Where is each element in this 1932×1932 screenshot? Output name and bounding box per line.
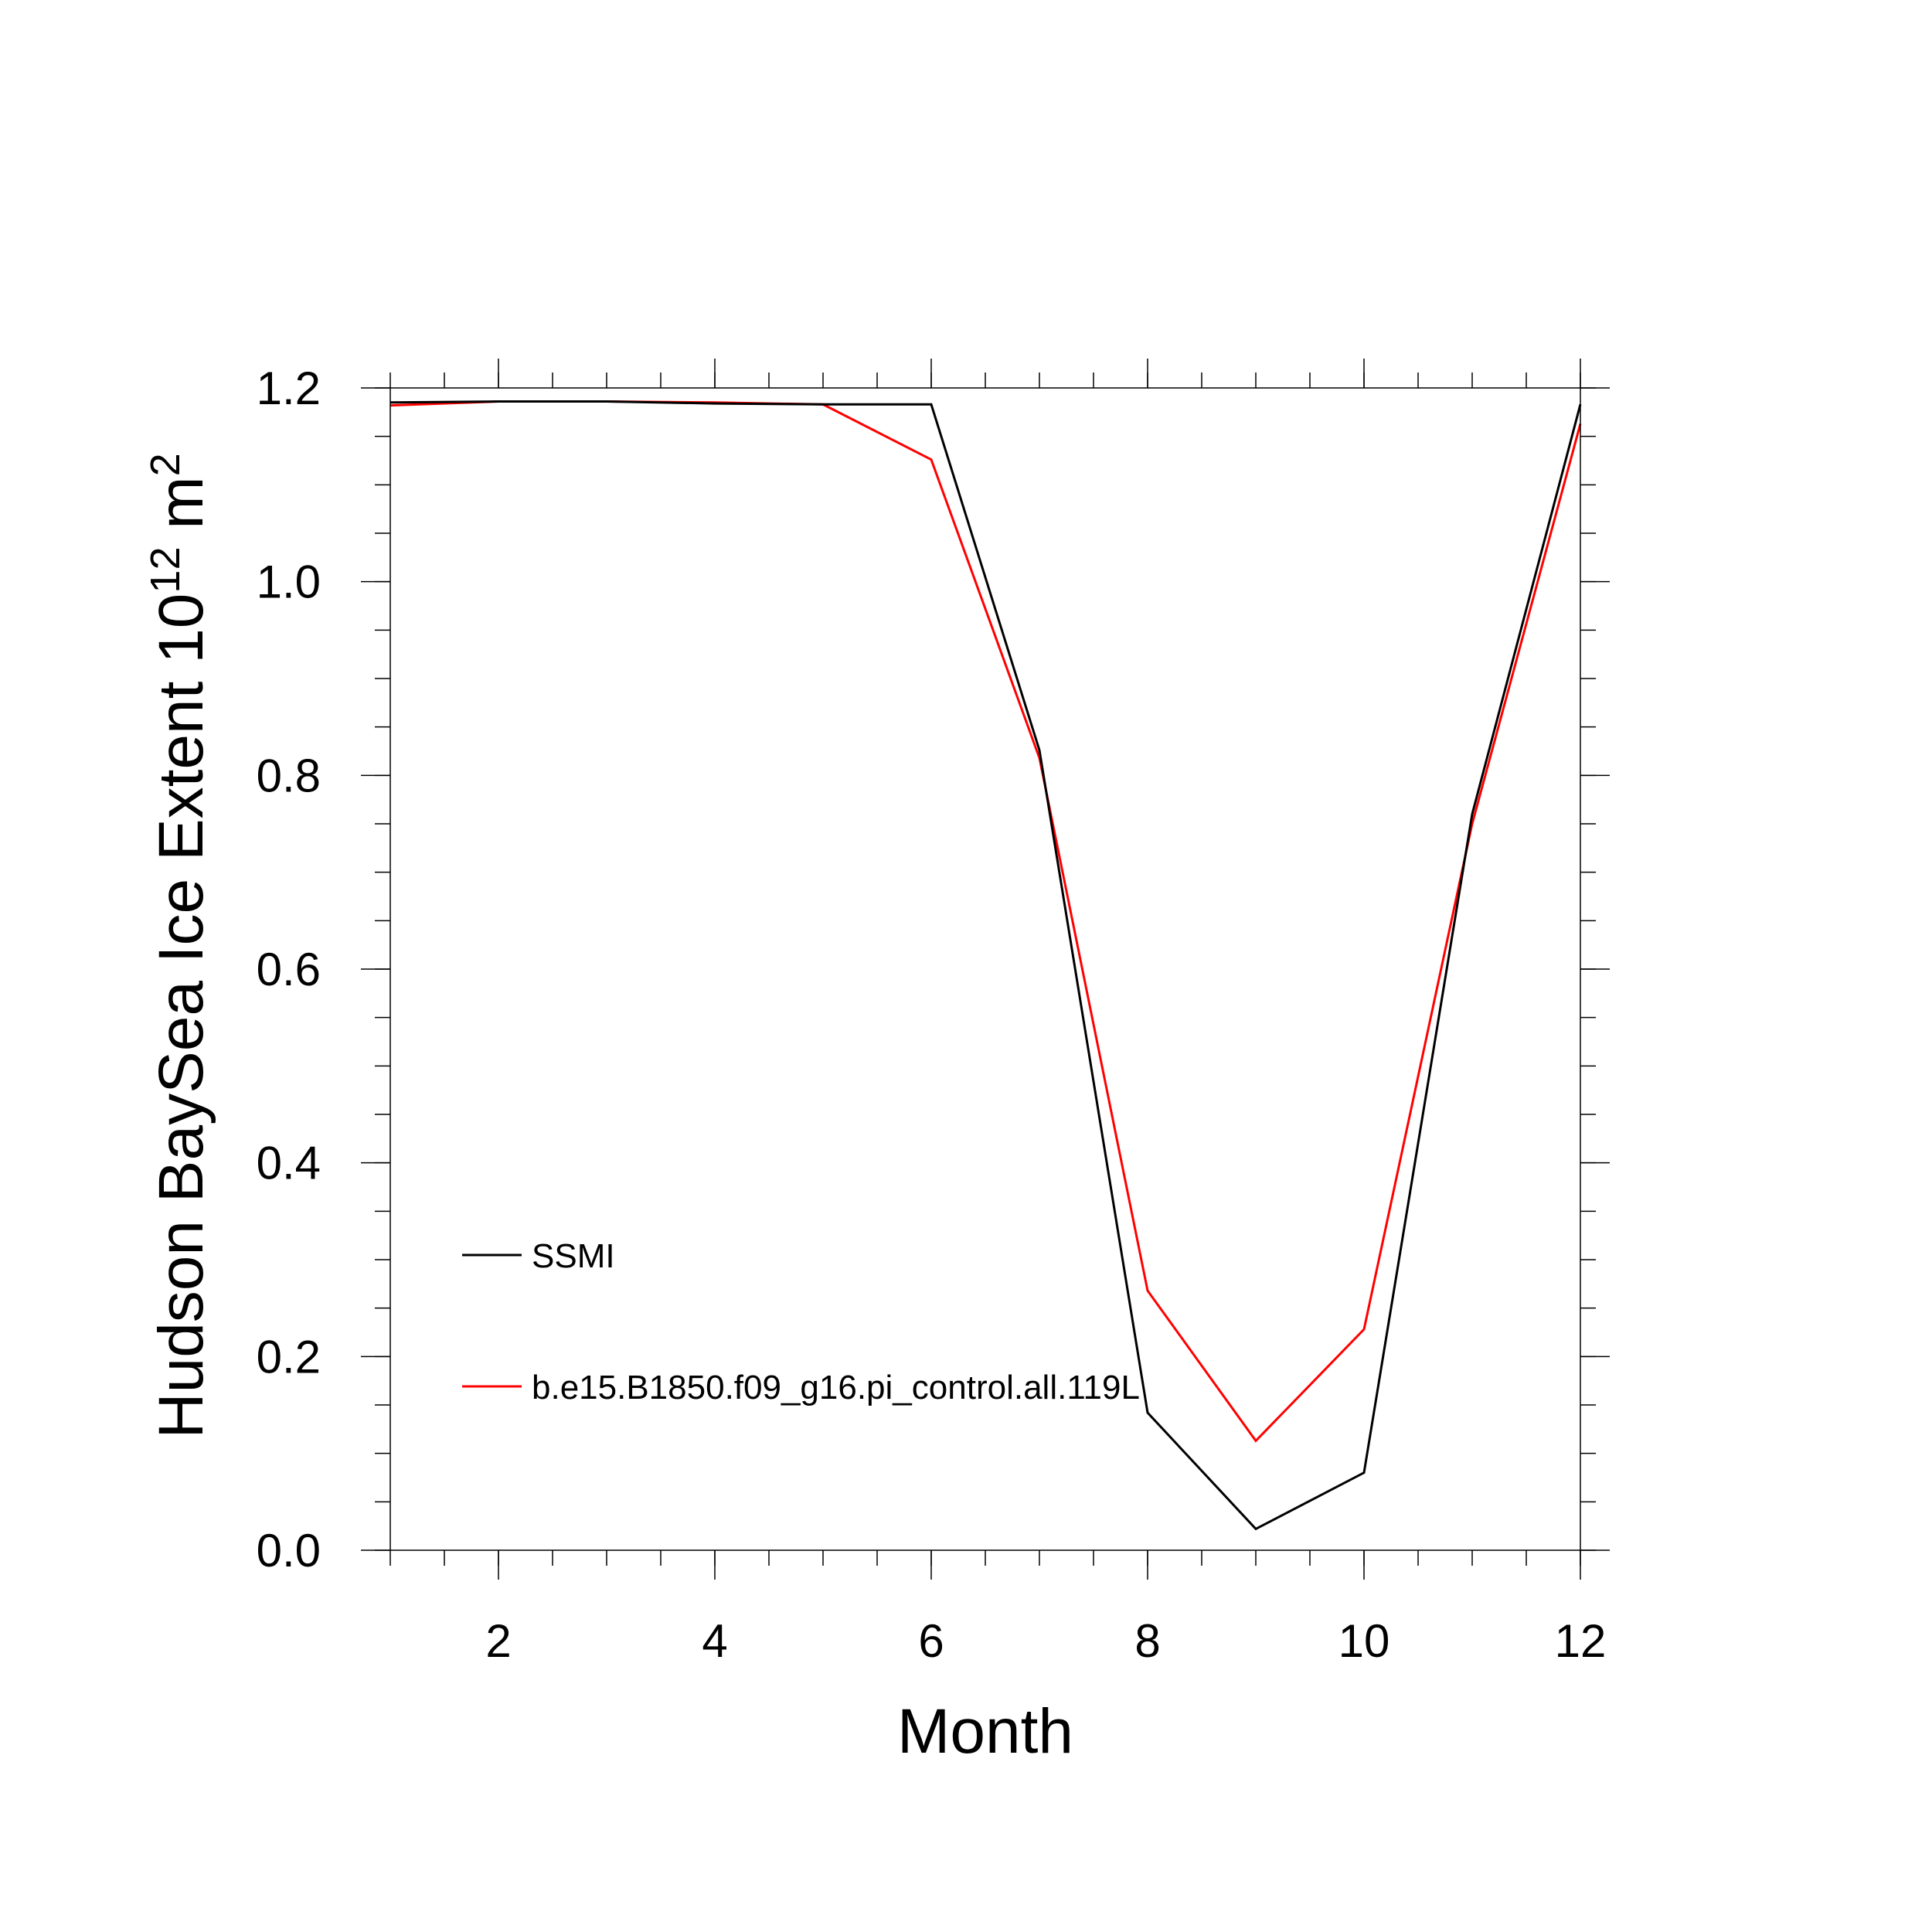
plot-frame	[389, 387, 1581, 1551]
x-tick-label: 4	[702, 1615, 727, 1667]
y-axis-title-exponent: 12	[142, 547, 189, 594]
x-tick-label: 8	[1134, 1615, 1160, 1667]
y-tick-label: 0.8	[257, 750, 321, 801]
y-axis-title: Hudson BaySea Ice Extent 1012 m2	[142, 453, 216, 1438]
axis-ticks	[361, 359, 1610, 1580]
y-tick-label: 0.2	[257, 1331, 321, 1383]
x-tick-label: 6	[918, 1615, 944, 1667]
x-tick-label: 10	[1338, 1615, 1390, 1667]
legend: SSMI b.e15.B1850.f09_g16.pi_control.all.…	[462, 1237, 1140, 1406]
legend-label-ssmi: SSMI	[532, 1237, 615, 1275]
series-line	[389, 400, 1582, 1531]
legend-label-model: b.e15.B1850.f09_g16.pi_control.all.119L	[532, 1369, 1140, 1406]
y-tick-label: 0.6	[257, 944, 321, 995]
y-tick-label: 0.4	[257, 1138, 321, 1189]
series-lines	[389, 400, 1582, 1531]
y-tick-label: 1.0	[257, 556, 321, 608]
y-tick-label: 1.2	[257, 362, 321, 414]
x-tick-label: 2	[485, 1615, 511, 1667]
series-line	[389, 400, 1582, 1443]
y-axis-title-main: Hudson BaySea Ice Extent 10	[146, 594, 216, 1439]
y-tick-label: 0.0	[257, 1525, 321, 1577]
tick-labels: 2 4 6 8 10 12 0.0 0.2 0.4 0.6 0.8 1.0 1.2	[257, 362, 1607, 1667]
y-axis-title-unit: m	[146, 476, 216, 546]
y-axis-title-unit-exponent: 2	[142, 453, 189, 476]
x-tick-label: 12	[1555, 1615, 1607, 1667]
x-axis-title: Month	[897, 1696, 1073, 1767]
